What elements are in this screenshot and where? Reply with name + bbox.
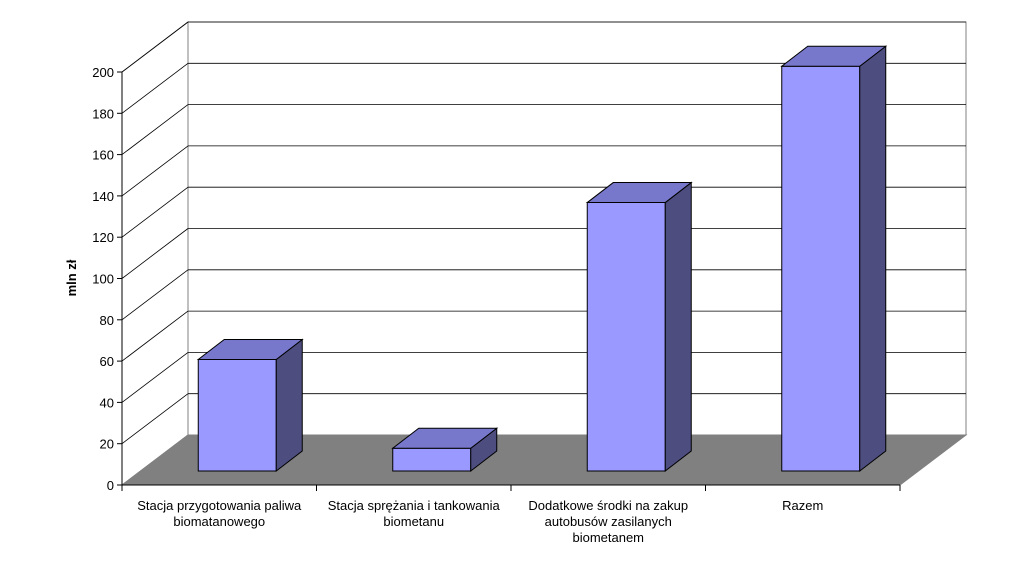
- side-gridline: [121, 269, 189, 321]
- x-category-label: Stacja przygotowania paliwa biomatanowego: [137, 498, 302, 529]
- bar: [585, 181, 693, 473]
- category-label-line: Stacja sprężania i tankowania: [328, 498, 501, 513]
- y-tick-label: 0: [107, 478, 114, 493]
- side-gridline: [121, 310, 189, 362]
- y-tick-label: 60: [100, 354, 114, 369]
- y-tick-label: 180: [92, 106, 114, 121]
- bar-top-face: [391, 427, 499, 449]
- y-tick-label: 140: [92, 189, 114, 204]
- category-label-line: autobusów zasilanych: [545, 514, 672, 529]
- y-tick-label: 20: [100, 437, 114, 452]
- y-tick-label: 100: [92, 272, 114, 287]
- x-category-label: Stacja sprężania i tankowania biometanu: [328, 498, 501, 529]
- bar-front-face: [586, 202, 666, 472]
- category-label-line: Dodatkowe środki na zakup: [528, 498, 688, 513]
- bar-side-face: [859, 45, 887, 473]
- bar: [780, 45, 888, 473]
- x-category-labels: Stacja przygotowania paliwa biomatanowego…: [137, 498, 823, 545]
- bar: [391, 427, 499, 473]
- side-gridline: [121, 352, 189, 403]
- category-label-line: Stacja przygotowania paliwa: [137, 498, 302, 513]
- bar-top-face: [585, 182, 693, 204]
- bar-side-face: [664, 181, 692, 473]
- side-gridline: [121, 104, 189, 155]
- category-label-line: Razem: [782, 498, 823, 513]
- y-tick-label: 160: [92, 148, 114, 163]
- axes: [117, 71, 901, 491]
- bar-side-face: [275, 338, 303, 473]
- category-label-line: biomatanowego: [173, 514, 265, 529]
- category-label-line: biometanu: [383, 514, 444, 529]
- side-gridline: [121, 228, 189, 279]
- side-gridline: [121, 393, 189, 445]
- y-tick-label: 200: [92, 65, 114, 80]
- y-axis-title: mln zł: [64, 259, 79, 296]
- side-gridline: [121, 21, 189, 73]
- side-gridline: [121, 62, 189, 114]
- y-tick-labels: 0 20 40 60 80 100 120 140 160 180 200: [92, 65, 114, 493]
- bar-front-face: [781, 65, 861, 472]
- bars: [196, 45, 888, 473]
- bar-top-face: [196, 338, 304, 360]
- bar: [196, 338, 304, 473]
- side-gridline: [121, 145, 189, 197]
- y-tick-label: 80: [100, 313, 114, 328]
- side-gridline: [121, 186, 189, 238]
- y-tick-label: 120: [92, 230, 114, 245]
- y-tick-label: 40: [100, 395, 114, 410]
- bar-top-face: [780, 45, 888, 67]
- bar-front-face: [392, 447, 472, 472]
- category-label-line: biometanem: [572, 530, 644, 545]
- bar-front-face: [197, 358, 277, 472]
- x-category-label: Dodatkowe środki na zakup autobusów zasil…: [528, 498, 688, 545]
- x-category-label: Razem: [782, 498, 823, 513]
